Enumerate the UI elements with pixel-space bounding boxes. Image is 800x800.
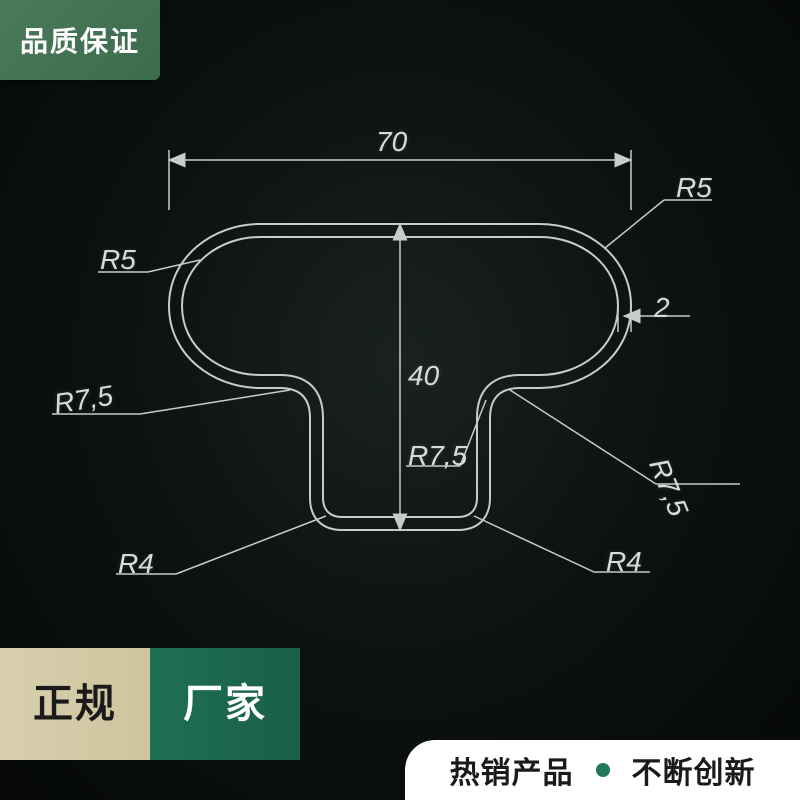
banner-factory-right-text: 厂家 (183, 683, 267, 725)
dim-label-r4-right: R4 (606, 546, 642, 578)
dim-label-r5-right: R5 (676, 172, 712, 204)
banner-factory-left-text: 正规 (33, 683, 117, 725)
leader-r75-right (510, 390, 740, 484)
tagline-text-a: 热销产品 (450, 748, 574, 792)
tagline-dot-icon (596, 763, 610, 777)
dim-label-r4-left: R4 (118, 548, 154, 580)
tagline-text-b: 不断创新 (632, 748, 756, 792)
page-root: 70 40 R5 R5 2 R7,5 R7,5 R7,5 R4 R4 品质保证 … (0, 0, 800, 800)
dim-label-r75-mid: R7,5 (408, 440, 467, 472)
banner-factory: 正规 厂家 (0, 648, 300, 760)
banner-factory-left: 正规 (0, 648, 150, 760)
dim-label-r5-left: R5 (100, 244, 136, 276)
dim-label-40: 40 (408, 360, 439, 392)
tagline-bottom-right: 热销产品 不断创新 (405, 740, 800, 800)
dim-label-thickness: 2 (654, 292, 670, 324)
tagline-pill: 热销产品 不断创新 (450, 748, 756, 792)
banner-factory-right: 厂家 (150, 648, 300, 760)
badge-quality: 品质保证 (0, 0, 160, 80)
leader-r5-right (605, 200, 712, 248)
dim-width-70 (169, 150, 631, 210)
dim-label-70: 70 (376, 126, 407, 158)
